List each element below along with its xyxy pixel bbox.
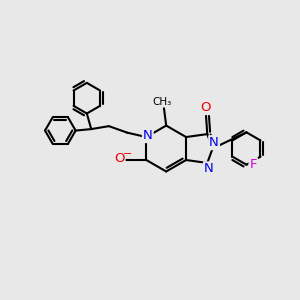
Text: O: O: [114, 152, 124, 165]
Text: CH₃: CH₃: [153, 97, 172, 107]
Text: N: N: [209, 136, 219, 149]
Text: F: F: [250, 158, 257, 171]
Text: O: O: [201, 101, 211, 114]
Text: −: −: [123, 148, 132, 158]
Text: N: N: [143, 129, 153, 142]
Text: N: N: [204, 162, 214, 175]
